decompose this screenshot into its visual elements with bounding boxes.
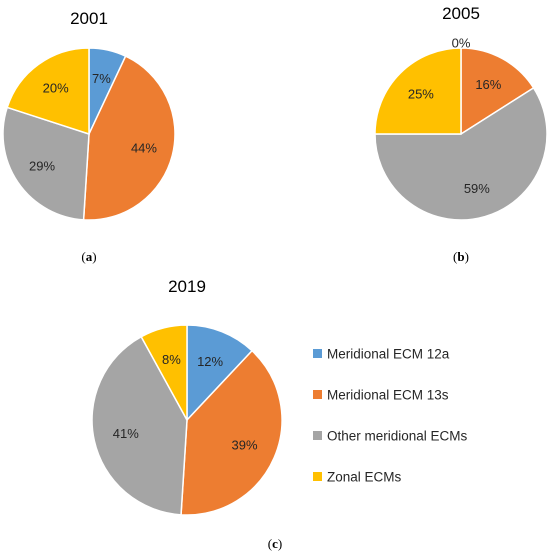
pie-slice-2005-other-meridional-ecms xyxy=(374,86,548,221)
slice-label-2019-meridional-ecm-13s: 39% xyxy=(232,437,258,452)
legend-swatch-meridional-ecm-13s xyxy=(313,390,322,399)
slice-label-2005-meridional-ecm-12a: 0% xyxy=(452,36,471,51)
legend-swatch-zonal-ecms xyxy=(313,472,322,481)
panel-label-a: (a) xyxy=(81,249,96,264)
pie-chart-2001: 2001 7% 44% 29% 20% (a) xyxy=(2,9,176,264)
slice-labels-2005: 0% 16% 59% 25% xyxy=(408,36,502,197)
pie-slice-2019-meridional-ecm-12a xyxy=(186,324,254,422)
pie-chart-2019: 2019 12% 39% 41% 8% (c) xyxy=(91,277,283,551)
slice-label-2001-meridional-ecm-12a: 7% xyxy=(92,71,111,86)
slice-label-2019-other-meridional-ecms: 41% xyxy=(113,426,139,441)
chart-title-2019: 2019 xyxy=(168,277,206,296)
pie-chart-2005: 2005 0% 16% 59% 25% (b) xyxy=(374,4,548,264)
legend-swatch-meridional-ecm-12a xyxy=(313,349,322,358)
pie-slice-2019-other-meridional-ecms xyxy=(91,335,188,516)
slice-label-2001-zonal-ecms: 20% xyxy=(43,81,69,96)
pie-slices-2005 xyxy=(374,47,548,221)
slice-label-2005-other-meridional-ecms: 59% xyxy=(464,181,490,196)
pie-slice-2001-meridional-ecm-13s xyxy=(82,55,176,221)
legend-label-zonal-ecms: Zonal ECMs xyxy=(327,470,402,485)
legend-label-other-meridional-ecms: Other meridional ECMs xyxy=(327,429,468,444)
slice-label-2019-meridional-ecm-12a: 12% xyxy=(197,354,223,369)
slice-labels-2001: 7% 44% 29% 20% xyxy=(29,71,157,173)
slice-label-2001-meridional-ecm-13s: 44% xyxy=(131,141,157,156)
panel-label-c: (c) xyxy=(268,536,282,551)
slice-label-2005-zonal-ecms: 25% xyxy=(408,86,434,101)
legend: Meridional ECM 12a Meridional ECM 13s Othe… xyxy=(313,347,468,485)
legend-swatch-other-meridional-ecms xyxy=(313,431,322,440)
pie-slice-2005-zonal-ecms xyxy=(374,47,462,135)
slice-labels-2019: 12% 39% 41% 8% xyxy=(113,352,258,453)
slice-label-2001-other-meridional-ecms: 29% xyxy=(29,158,55,173)
slice-label-2019-zonal-ecms: 8% xyxy=(162,352,181,367)
pie-slice-2001-zonal-ecms xyxy=(6,47,90,136)
panel-label-b: (b) xyxy=(453,249,469,264)
slice-label-2005-meridional-ecm-13s: 16% xyxy=(475,77,501,92)
legend-label-meridional-ecm-12a: Meridional ECM 12a xyxy=(327,347,450,362)
pie-slices-2001 xyxy=(2,47,176,221)
pie-slice-2019-meridional-ecm-13s xyxy=(180,349,283,516)
chart-title-2005: 2005 xyxy=(442,4,480,23)
pie-slice-2019-zonal-ecms xyxy=(140,324,188,421)
pie-slice-2001-other-meridional-ecms xyxy=(2,106,90,221)
legend-label-meridional-ecm-13s: Meridional ECM 13s xyxy=(327,388,449,403)
pie-slice-2005-meridional-ecm-13s xyxy=(460,47,535,136)
chart-title-2001: 2001 xyxy=(70,9,108,28)
pie-slices-2019 xyxy=(91,324,283,516)
